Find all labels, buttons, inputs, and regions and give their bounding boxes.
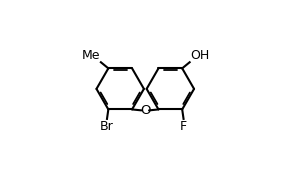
Text: OH: OH bbox=[190, 49, 209, 62]
Text: F: F bbox=[180, 120, 187, 133]
Text: Br: Br bbox=[100, 120, 114, 133]
Text: O: O bbox=[140, 104, 150, 117]
Text: Me: Me bbox=[82, 49, 100, 62]
